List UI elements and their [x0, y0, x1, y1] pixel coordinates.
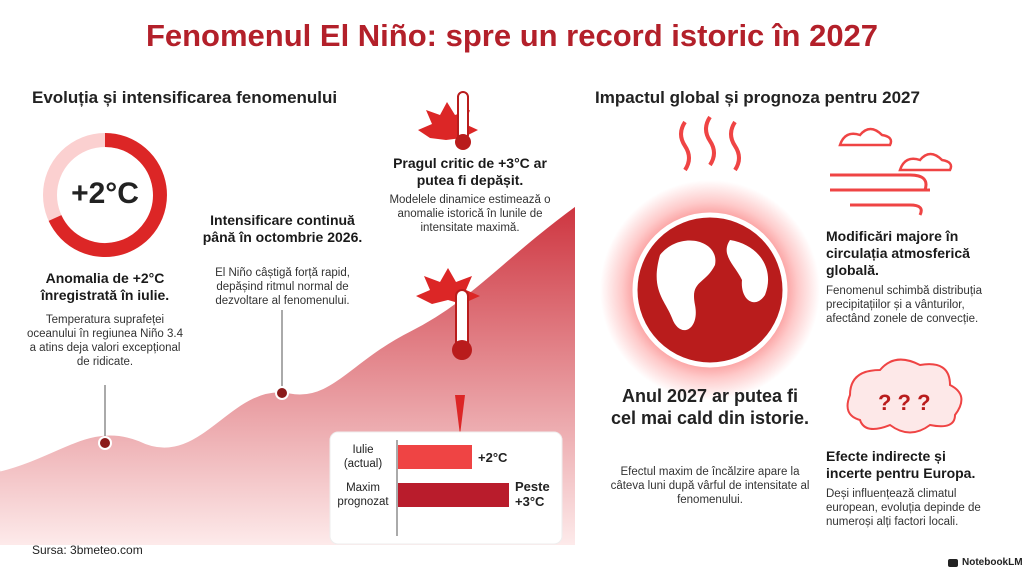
item-title: Efecte indirecte și incerte pentru Europ… [826, 448, 976, 481]
item-text: Fenomenul schimbă distribuția precipitaț… [826, 285, 982, 325]
step-title: Anomalia de +2°C înregistrată în iulie. [40, 270, 170, 303]
category-label: Iulie (actual) [343, 444, 383, 470]
step-title: Intensificare continuă până în octombrie… [202, 212, 363, 245]
item-text: Deși influențează climatul european, evo… [826, 488, 981, 528]
value-label: +2°C [478, 450, 508, 465]
step-text: Modelele dinamice estimează o anomalie i… [389, 194, 551, 234]
value-label: Peste +3°C [515, 479, 550, 509]
bar [398, 445, 472, 469]
brand: NotebookLM [962, 557, 1023, 568]
bar-chart: Iulie (actual) +2°C Maxim prognozat Peste +… [330, 432, 562, 544]
center-text: Efectul maxim de încălzire apare la câte… [610, 466, 810, 506]
gauge-label: +2°C [71, 177, 139, 210]
item-title: Modificări majore în circulația atmosfer… [826, 228, 970, 278]
step-text: El Niño câștigă forță rapid, depășind ri… [215, 267, 350, 307]
step-title: Pragul critic de +3°C ar putea fi depăși… [393, 155, 547, 188]
source: Sursa: 3bmeteo.com [32, 543, 143, 557]
category-label: Maxim prognozat [337, 482, 389, 508]
section-heading: Impactul global și prognoza pentru 2027 [595, 88, 920, 107]
bar [398, 483, 509, 507]
step-text: Temperatura suprafeței oceanului în regi… [26, 314, 183, 368]
title: Fenomenul El Niño: spre un record istori… [145, 18, 879, 53]
section-heading: Evoluția și intensificarea fenomenului [32, 88, 338, 107]
svg-text:? ? ?: ? ? ? [878, 390, 931, 415]
center-title: Anul 2027 ar putea fi cel mai cald din i… [610, 386, 810, 428]
